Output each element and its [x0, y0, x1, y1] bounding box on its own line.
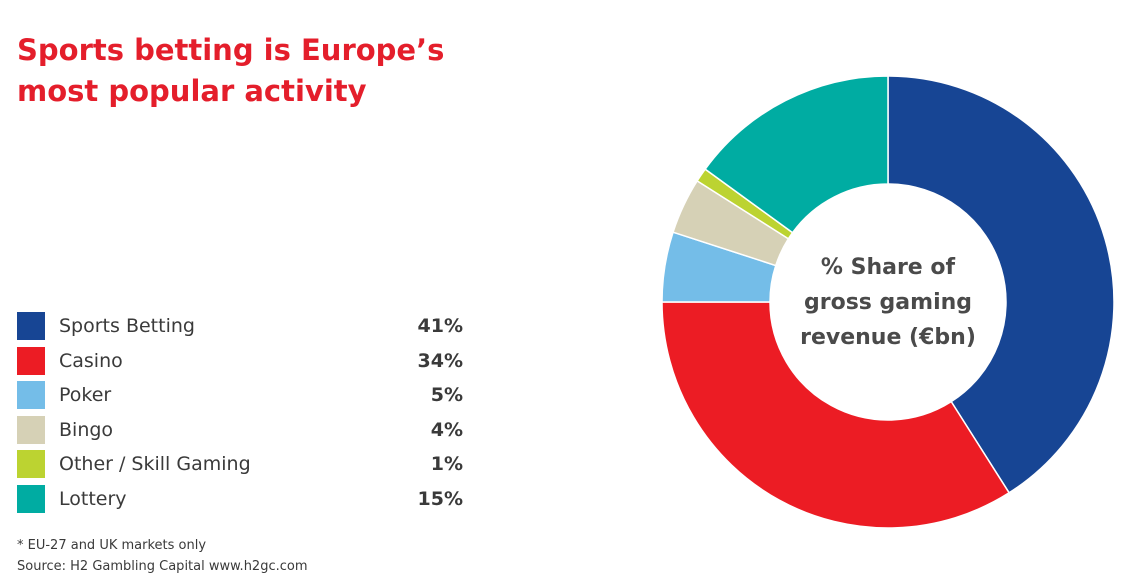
legend-label: Bingo	[59, 418, 114, 441]
legend-item-other-skill-gaming: Other / Skill Gaming 1%	[17, 449, 463, 484]
legend-swatch	[17, 346, 45, 375]
chart-title: Sports betting is Europe’s most popular …	[17, 30, 445, 112]
donut-slice-sports-betting	[887, 75, 1115, 494]
legend-value: 1%	[430, 453, 463, 476]
legend-label: Poker	[59, 384, 112, 407]
legend-value: 34%	[417, 349, 463, 372]
legend-swatch	[17, 381, 45, 410]
legend-label: Lottery	[59, 487, 127, 510]
legend-swatch	[17, 484, 45, 513]
center-label-line-2: gross gaming	[803, 290, 973, 315]
legend-item-lottery: Lottery 15%	[17, 484, 463, 519]
footnote: * EU-27 and UK markets only Source: H2 G…	[17, 535, 308, 577]
legend-label: Other / Skill Gaming	[59, 453, 251, 476]
chart-title-line-2: most popular activity	[17, 74, 367, 108]
legend-swatch	[17, 312, 45, 340]
legend-swatch	[17, 415, 45, 444]
legend-label: Sports Betting	[59, 315, 195, 337]
footnote-note: * EU-27 and UK markets only	[17, 538, 207, 553]
legend-label: Casino	[59, 349, 123, 372]
donut-slice-casino	[661, 301, 1011, 529]
center-label-line-3: revenue (€bn)	[800, 325, 976, 350]
legend-value: 15%	[417, 487, 463, 510]
donut-slices	[661, 75, 1115, 529]
donut-center-label: % Share of gross gaming revenue (€bn)	[778, 250, 998, 355]
legend-item-casino: Casino 34%	[17, 346, 463, 381]
source-citation: Source: H2 Gambling Capital www.h2gc.com	[17, 559, 308, 574]
legend-item-sports-betting: Sports Betting 41%	[17, 311, 463, 346]
donut-slice-lottery	[704, 75, 889, 234]
legend-swatch	[17, 450, 45, 479]
chart-title-line-1: Sports betting is Europe’s	[17, 33, 445, 67]
legend-value: 41%	[417, 315, 463, 337]
center-label-line-1: % Share of	[820, 255, 956, 280]
legend: Sports Betting 41% Casino 34% Poker 5% B…	[17, 311, 463, 519]
legend-value: 4%	[430, 418, 463, 441]
legend-value: 5%	[430, 384, 463, 407]
legend-item-bingo: Bingo 4%	[17, 415, 463, 450]
legend-item-poker: Poker 5%	[17, 380, 463, 415]
